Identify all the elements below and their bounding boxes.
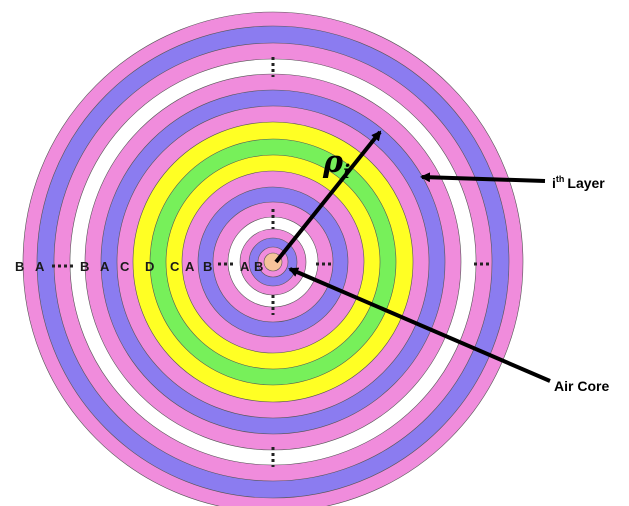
letter-d: D — [145, 259, 154, 274]
air-core-label: Air Core — [554, 378, 609, 394]
air-core-arrow — [288, 267, 551, 383]
letter-a-second: A — [100, 259, 110, 274]
letter-a-third: A — [185, 259, 195, 274]
concentric-rings — [22, 11, 524, 506]
ith-layer-arrow — [420, 172, 546, 183]
layer-letters: B A B A C D C A B A B — [15, 259, 263, 274]
rho-radius-arrow — [274, 130, 382, 264]
ith-layer-label: ith Layer — [552, 174, 605, 191]
letter-a-inner: A — [240, 259, 250, 274]
letter-b-third: B — [203, 259, 212, 274]
letter-c-inner: C — [170, 259, 180, 274]
rho-label: ρi — [322, 145, 350, 183]
letter-c-outer: C — [120, 259, 130, 274]
letter-b-outer: B — [15, 259, 24, 274]
ellipsis-marks — [52, 57, 492, 467]
letter-b-second: B — [80, 259, 89, 274]
letter-b-inner: B — [254, 259, 263, 274]
letter-a-outer: A — [35, 259, 45, 274]
